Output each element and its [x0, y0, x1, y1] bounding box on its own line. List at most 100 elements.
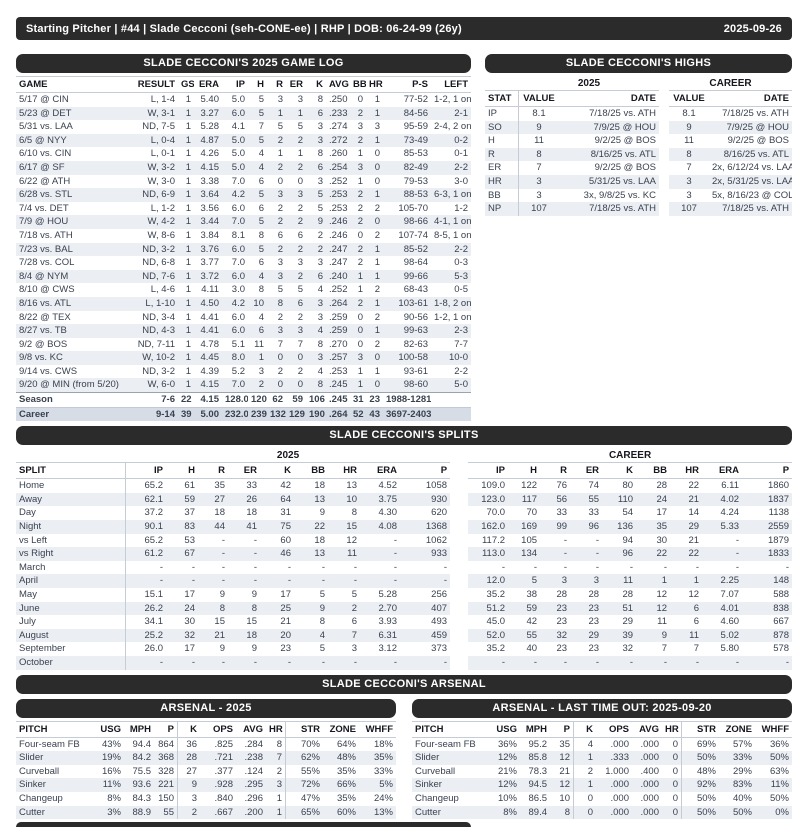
cell: -: [198, 655, 228, 670]
table-row: 8/4 @ NYM ND, 7-6 1 3.72 6.0 4 3 2 6.240 1 1 99-66 5…: [16, 269, 471, 284]
cell: .246: [329, 229, 348, 241]
cell: 8/27 vs. TB: [16, 324, 126, 338]
cell: 15.1: [144, 589, 164, 600]
cell: 3: [374, 121, 380, 133]
cell: Night: [16, 520, 126, 534]
cell: 11%: [96, 778, 124, 792]
cell: 8.1: [231, 229, 245, 241]
table-row: 7/23 vs. BAL ND, 3-2 1 3.76 6.0 5 2 2 2.247 2 1 85-…: [16, 242, 471, 257]
cell: Day: [16, 506, 126, 521]
cell: 5-3: [431, 269, 471, 284]
cell: 3: [351, 643, 357, 655]
cell: 1: [178, 324, 194, 338]
cell: 620: [431, 507, 448, 519]
table-row: 6/17 @ SF W, 3-2 1 4.15 5.0 4 2 2 6.254 3 0 82-49 2-…: [16, 160, 471, 175]
cell: 1-2, 1 on: [434, 94, 471, 105]
cell: 3.27: [194, 106, 222, 121]
cell: 8%: [107, 792, 121, 804]
cell: 4.26: [200, 148, 220, 160]
cell: 4.52: [378, 480, 398, 492]
cell-gap: [659, 107, 669, 121]
cell: 43: [366, 406, 383, 422]
cell-gap: [659, 120, 669, 135]
cell: 88.9: [124, 805, 154, 820]
cell: 29: [670, 520, 703, 534]
cell: 12%: [492, 751, 520, 765]
column-header: SPLIT: [16, 462, 126, 480]
cell: 10: [550, 791, 574, 806]
cell: -: [595, 561, 600, 573]
cell: 8/4 @ NYM: [16, 269, 126, 284]
cell-gap: [450, 615, 469, 629]
cell: -: [636, 655, 671, 670]
cell: 3: [258, 365, 264, 377]
cell: .000: [596, 805, 632, 820]
cell: 239: [248, 406, 267, 422]
group-label-2025: 2025: [519, 76, 659, 90]
cell: 2: [350, 242, 366, 257]
cell: 23: [570, 601, 603, 616]
cell: 0: [366, 160, 383, 175]
column-header: LEFT: [431, 76, 471, 93]
cell: 74: [588, 480, 600, 492]
cell: 4.11: [201, 284, 219, 296]
cell: -: [126, 655, 166, 670]
cell: 75: [260, 520, 294, 534]
cell: 82-63: [403, 338, 428, 350]
cell: 30: [656, 534, 668, 546]
cell: 1: [185, 257, 191, 269]
cell: 36%: [497, 738, 517, 750]
cell: 6.31: [360, 628, 400, 643]
cell: 5: [319, 643, 325, 655]
column-header: HR: [366, 76, 383, 93]
table-row: 9/20 @ MIN (from 5/20) W, 6-0 1 4.15 7.0 2 0 0 8…: [16, 378, 471, 393]
table-row: 8/10 @ CWS L, 4-6 1 4.11 3.0 8 5 5 4.252 1 2 68-43 0…: [16, 283, 471, 297]
arsenal-lto-table: PITCH USG MPH P K OPS AVG HR STR ZONE WHFF Four-se…: [412, 720, 792, 820]
cell: 32: [540, 628, 571, 643]
column-header: K: [178, 720, 200, 738]
cell: 33: [556, 507, 568, 519]
cell: 42: [526, 616, 538, 628]
cell: 4: [587, 738, 593, 750]
cell: W, 4-2: [126, 215, 178, 229]
cell: 4.78: [200, 338, 220, 350]
cell: -: [670, 655, 703, 670]
cell: ND, 7-5: [142, 121, 175, 133]
cell: .274: [329, 121, 348, 133]
cell: .233: [326, 106, 350, 121]
cell: 38: [526, 589, 538, 600]
cell: 98-60: [383, 378, 431, 393]
cell: 1: [178, 296, 194, 311]
cell-gap: [659, 134, 669, 148]
cell: 1: [178, 351, 194, 365]
cell: 5.80: [720, 643, 740, 655]
table-row: BB 3 3x, 9/8/25 vs. KC 3 5x, 8/16/23 @ COL: [485, 188, 792, 203]
cell: 2: [297, 202, 303, 214]
cell: 47%: [300, 792, 320, 804]
cell: .377: [214, 765, 234, 777]
cell: 3.12: [378, 643, 398, 655]
cell: 7: [328, 628, 360, 643]
cell: -: [228, 547, 260, 561]
cell: 3.77: [200, 257, 220, 269]
table-row: August 25.2 32 21 18 20 4 7 6.31 459 52.0 55 32 29 39 9…: [16, 628, 793, 643]
cell: 6: [306, 106, 326, 121]
cell: 162.0: [468, 520, 509, 534]
cell: 8-5, 1 on: [434, 229, 471, 241]
cell: 99-63: [383, 324, 431, 338]
cell: 232.0: [222, 406, 248, 422]
cell: 82-49: [383, 160, 431, 175]
cell: 10-0: [431, 351, 471, 365]
column-header: GAME: [16, 76, 126, 93]
column-header: AVG: [326, 76, 350, 93]
cell: 43%: [101, 738, 121, 750]
cell: .246: [326, 215, 350, 229]
cell: 132: [267, 406, 286, 422]
arsenal-2025-header-row: PITCH USG MPH P K OPS AVG HR STR ZONE WHFF: [16, 720, 396, 738]
cell: Changeup: [19, 792, 63, 804]
arsenal-2025-title-bar: ARSENAL - 2025: [16, 698, 396, 718]
cell: -: [321, 561, 325, 573]
splits-section: SLADE CECCONI'S SPLITS 2025 CAREER SPLIT…: [16, 426, 793, 670]
cell: 28: [588, 589, 600, 600]
table-row: 7/28 vs. COL ND, 6-8 1 3.77 7.0 6 3 3 3.247 2 1 98-…: [16, 256, 471, 270]
